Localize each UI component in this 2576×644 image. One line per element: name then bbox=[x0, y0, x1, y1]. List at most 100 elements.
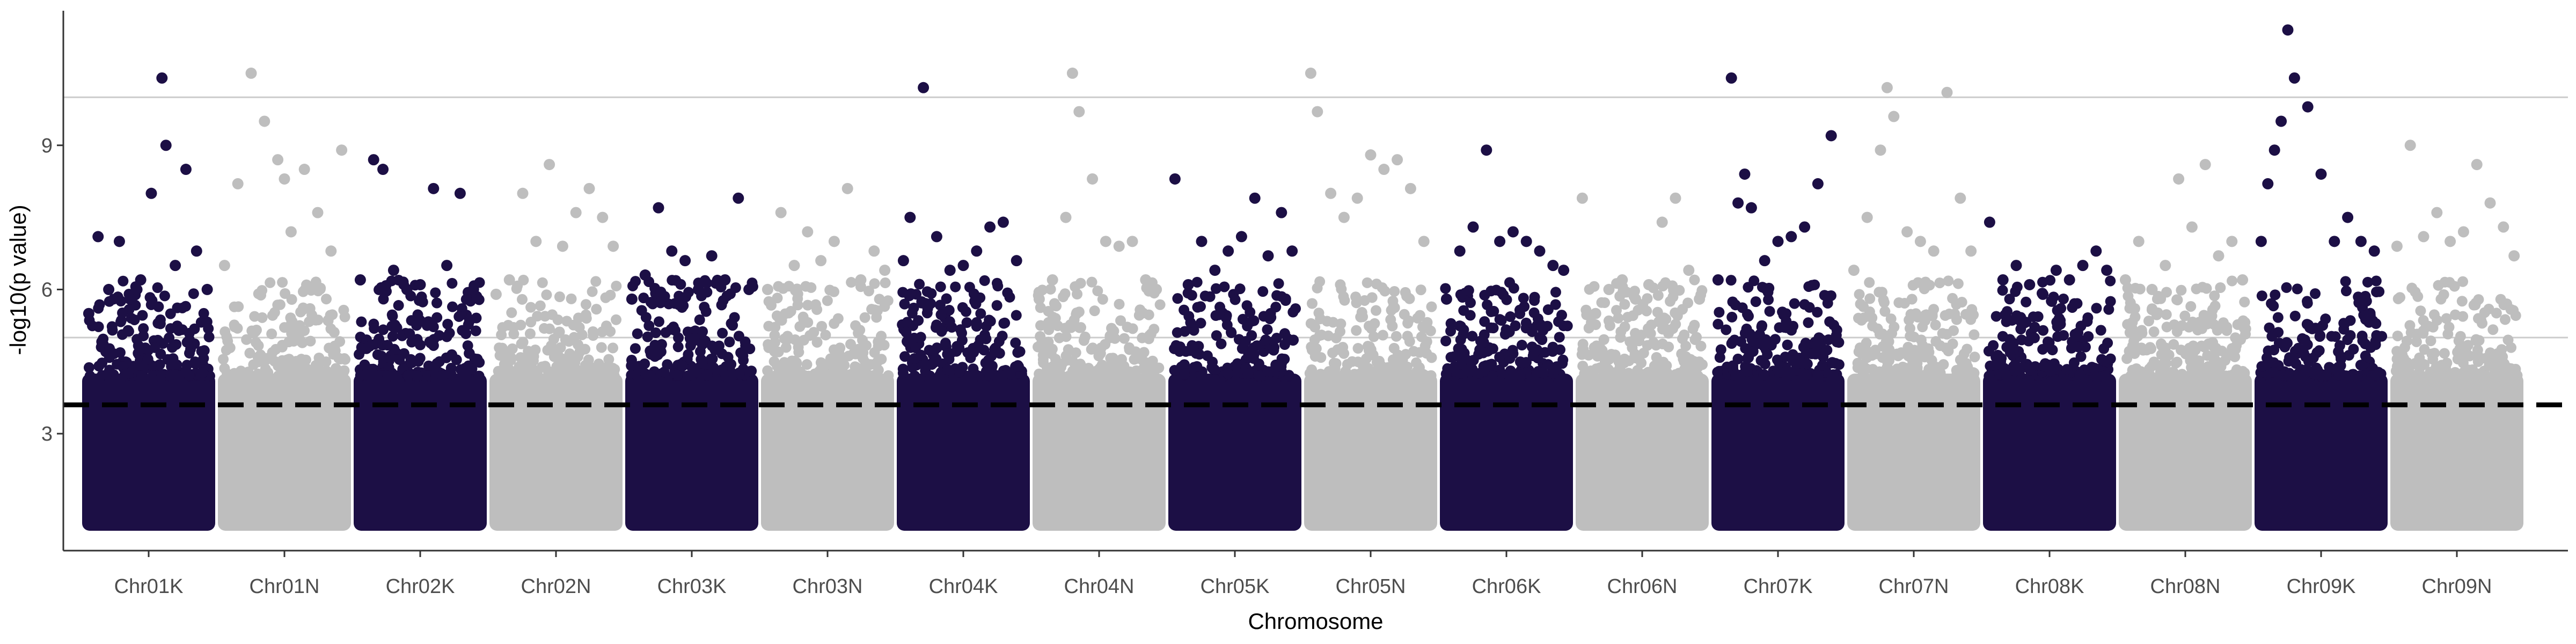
peak-point-Chr07K bbox=[1732, 197, 1744, 209]
snp-point bbox=[321, 294, 332, 305]
snp-point bbox=[1878, 295, 1889, 306]
snp-point bbox=[1592, 350, 1603, 362]
snp-point bbox=[1529, 291, 1540, 303]
snp-point bbox=[2037, 276, 2048, 288]
snp-point bbox=[513, 370, 524, 382]
peak-point-Chr03K bbox=[679, 255, 691, 267]
snp-point bbox=[2353, 291, 2364, 303]
snp-point bbox=[1279, 339, 1290, 350]
snp-point bbox=[442, 318, 453, 330]
peak-point-Chr07K bbox=[1825, 130, 1837, 142]
snp-point bbox=[1179, 359, 1190, 370]
snp-point bbox=[224, 342, 236, 354]
snp-point bbox=[1937, 328, 1948, 339]
y-tick-label: 3 bbox=[41, 423, 53, 445]
peak-point-Chr08N bbox=[2133, 236, 2145, 247]
peak-point-Chr06N bbox=[1656, 216, 1668, 228]
snp-point bbox=[1314, 276, 1326, 287]
snp-point bbox=[2273, 338, 2285, 349]
snp-point bbox=[2404, 320, 2416, 331]
peak-point-Chr01N bbox=[285, 226, 297, 238]
snp-point bbox=[587, 286, 598, 297]
peak-point-Chr05N bbox=[1325, 187, 1337, 199]
snp-point bbox=[921, 308, 933, 319]
x-tick-label-Chr05K: Chr05K bbox=[1201, 575, 1270, 598]
snp-point bbox=[1448, 351, 1460, 362]
snp-point bbox=[1726, 338, 1737, 349]
snp-point bbox=[2506, 342, 2517, 353]
snp-point bbox=[394, 354, 405, 365]
snp-point bbox=[253, 340, 264, 352]
snp-point bbox=[991, 300, 1002, 311]
peak-point-Chr05K bbox=[1235, 231, 1247, 243]
snp-point bbox=[2425, 335, 2436, 347]
snp-point bbox=[2282, 338, 2293, 349]
snp-point bbox=[1518, 292, 1529, 304]
peak-point-Chr02N bbox=[557, 240, 568, 252]
snp-point bbox=[515, 319, 526, 331]
peak-point-Chr09N bbox=[2391, 240, 2403, 252]
snp-point bbox=[660, 327, 671, 338]
snp-point bbox=[2061, 364, 2073, 375]
snp-point bbox=[1806, 280, 1818, 291]
x-tick-label-Chr04K: Chr04K bbox=[929, 575, 998, 598]
snp-point bbox=[709, 345, 721, 356]
peak-point-Chr03K bbox=[653, 202, 664, 214]
snp-point bbox=[2391, 346, 2403, 357]
snp-point bbox=[823, 369, 835, 380]
snp-point bbox=[1874, 328, 1885, 340]
point-cloud-Chr01N bbox=[218, 374, 351, 531]
snp-point bbox=[1363, 320, 1374, 332]
snp-point bbox=[1092, 286, 1103, 297]
peak-point-Chr01N bbox=[312, 207, 324, 218]
snp-point bbox=[551, 367, 562, 378]
peak-point-Chr09K bbox=[2262, 178, 2274, 189]
snp-point bbox=[2215, 282, 2226, 294]
snp-point bbox=[2473, 294, 2484, 305]
snp-point bbox=[1854, 289, 1865, 300]
snp-point bbox=[1196, 370, 1208, 382]
snp-point bbox=[2156, 340, 2168, 351]
snp-point bbox=[580, 299, 591, 310]
snp-point bbox=[266, 328, 277, 340]
snp-point bbox=[1889, 370, 1900, 382]
snp-point bbox=[1688, 370, 1699, 382]
peak-point-Chr08K bbox=[2037, 288, 2049, 300]
x-axis-title: Chromosome bbox=[1248, 609, 1383, 634]
snp-point bbox=[1542, 359, 1554, 370]
snp-point bbox=[1387, 295, 1399, 306]
snp-point bbox=[1672, 370, 1683, 382]
snp-point bbox=[2281, 282, 2292, 293]
snp-point bbox=[1821, 345, 1833, 356]
snp-point bbox=[1221, 319, 1233, 331]
snp-point bbox=[2268, 301, 2279, 312]
snp-point bbox=[1494, 314, 1505, 325]
peak-point-Chr01K bbox=[191, 245, 202, 257]
snp-point bbox=[294, 320, 305, 331]
snp-point bbox=[2146, 304, 2157, 316]
peak-point-Chr02N bbox=[597, 211, 609, 223]
snp-point bbox=[280, 288, 291, 299]
snp-point bbox=[2374, 286, 2385, 297]
snp-point bbox=[2371, 330, 2382, 341]
snp-point bbox=[1440, 335, 1452, 347]
snp-point bbox=[2365, 310, 2376, 321]
snp-point bbox=[2298, 347, 2309, 358]
snp-point bbox=[2044, 337, 2055, 348]
snp-point bbox=[425, 338, 436, 349]
snp-point bbox=[250, 326, 261, 337]
snp-point bbox=[1586, 317, 1597, 328]
snp-point bbox=[2272, 312, 2284, 323]
snp-point bbox=[1037, 284, 1048, 296]
snp-point bbox=[789, 334, 801, 345]
snp-point bbox=[1081, 370, 1093, 382]
snp-point bbox=[431, 297, 443, 309]
snp-point bbox=[638, 292, 649, 304]
snp-point bbox=[566, 293, 577, 304]
snp-point bbox=[1411, 366, 1423, 377]
peak-point-Chr05K bbox=[1196, 236, 1208, 247]
peak-point-Chr09N bbox=[2484, 197, 2496, 209]
snp-point bbox=[155, 318, 166, 330]
snp-point bbox=[1599, 297, 1611, 309]
snp-point bbox=[1219, 281, 1230, 292]
